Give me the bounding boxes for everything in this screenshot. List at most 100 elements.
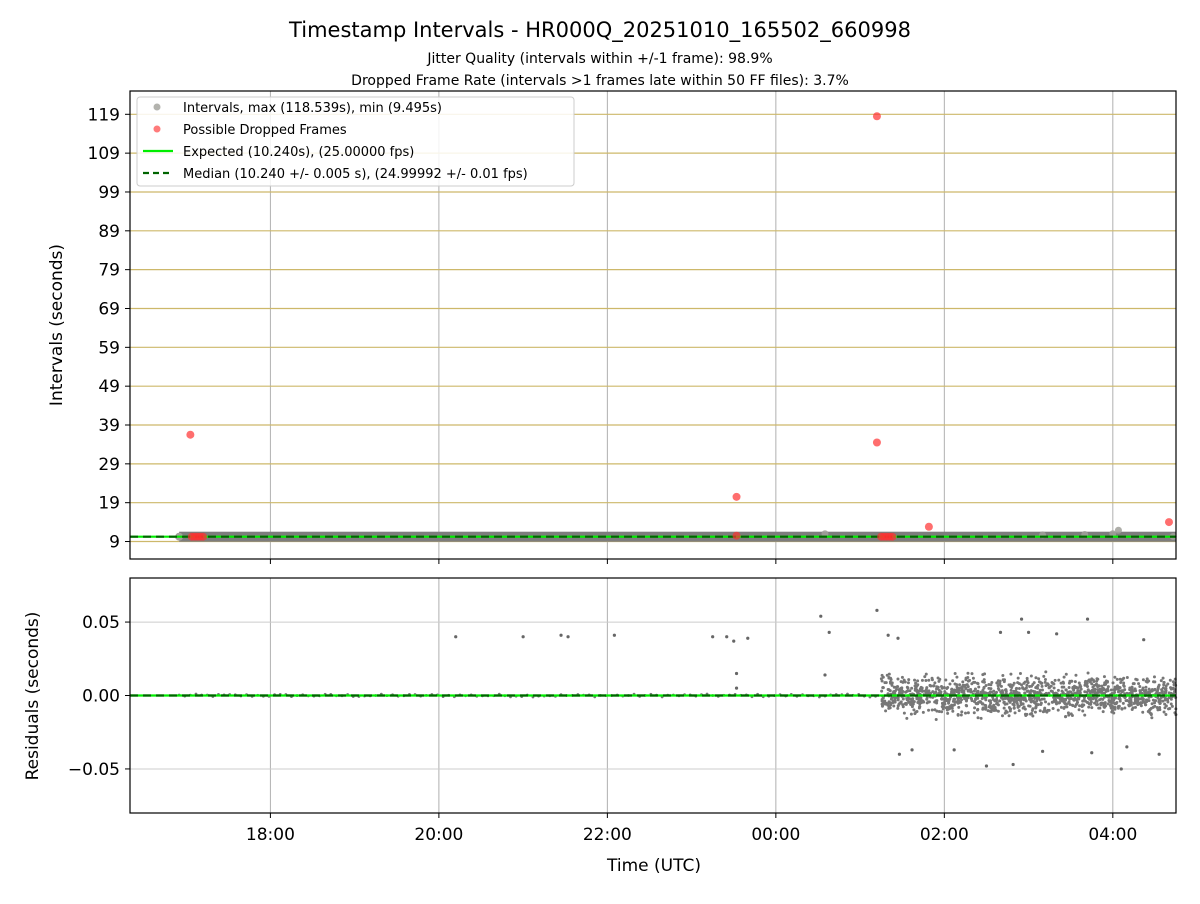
- residual-point: [900, 675, 904, 679]
- residual-point: [940, 697, 944, 701]
- residual-point: [1078, 691, 1082, 695]
- residual-point: [957, 705, 961, 709]
- residual-point: [881, 696, 885, 700]
- residual-point: [1055, 632, 1059, 636]
- residual-point: [1095, 677, 1099, 681]
- residual-point: [927, 708, 931, 712]
- residual-point: [1095, 679, 1099, 683]
- dropped-frame-point: [924, 522, 933, 531]
- interval-point: [821, 530, 829, 538]
- residual-point: [973, 706, 977, 710]
- residual-point: [936, 676, 940, 680]
- residual-point: [908, 689, 912, 693]
- residual-point: [1169, 687, 1173, 691]
- residual-point: [1130, 685, 1134, 689]
- residual-point: [1053, 699, 1057, 703]
- residual-point: [927, 689, 931, 693]
- residual-point: [912, 708, 916, 712]
- residual-point: [919, 696, 923, 700]
- residual-point: [914, 681, 918, 685]
- residual-point: [969, 696, 973, 700]
- residual-point: [984, 703, 988, 707]
- residual-point: [1064, 715, 1068, 719]
- residual-point: [923, 689, 927, 693]
- residual-point: [1090, 751, 1094, 755]
- residual-point: [1040, 684, 1044, 688]
- residual-point: [1170, 704, 1174, 708]
- residual-point: [924, 678, 928, 682]
- residual-point: [982, 678, 986, 682]
- residual-point: [1036, 683, 1040, 687]
- residual-point: [1057, 678, 1061, 682]
- residual-point: [1155, 705, 1159, 709]
- residual-point: [953, 672, 957, 676]
- residuals-frame: [129, 577, 1177, 814]
- residual-point: [907, 678, 911, 682]
- residual-point: [1099, 702, 1103, 706]
- residual-point: [970, 690, 974, 694]
- residual-point: [972, 680, 976, 684]
- residual-point: [1012, 703, 1016, 707]
- residual-point: [910, 748, 914, 752]
- residual-point: [1026, 689, 1030, 693]
- residual-point: [959, 713, 963, 717]
- residual-point: [1107, 698, 1111, 702]
- dropped-frame-point: [888, 532, 897, 541]
- residual-point: [933, 708, 937, 712]
- residual-point: [1079, 687, 1083, 691]
- residual-point: [1162, 710, 1166, 714]
- residual-point: [1044, 700, 1048, 704]
- residual-point: [971, 676, 975, 680]
- residual-point: [1135, 678, 1139, 682]
- residual-point: [1139, 704, 1143, 708]
- residual-point: [941, 702, 945, 706]
- residual-point: [1077, 708, 1081, 712]
- residual-point: [1115, 687, 1119, 691]
- residual-point: [1114, 702, 1118, 706]
- residual-point: [1086, 671, 1090, 675]
- residual-point: [995, 697, 999, 701]
- residual-point: [942, 685, 946, 689]
- residual-point: [1057, 701, 1061, 705]
- residual-point: [1007, 705, 1011, 709]
- residual-point: [1062, 675, 1066, 679]
- xtick-label: 04:00: [1088, 825, 1137, 845]
- residual-point: [886, 702, 890, 706]
- ytick-label: 59: [98, 338, 120, 358]
- residual-point: [920, 699, 924, 703]
- residual-point: [1094, 697, 1098, 701]
- residual-point: [884, 681, 888, 685]
- residual-point: [930, 708, 934, 712]
- residual-point: [1141, 710, 1145, 714]
- residual-point: [1149, 712, 1153, 716]
- residual-point: [1100, 684, 1104, 688]
- residual-point: [1096, 688, 1100, 692]
- ytick-label: 89: [98, 222, 120, 242]
- residual-point: [1111, 681, 1115, 685]
- residual-point: [1043, 706, 1047, 710]
- residual-point: [944, 678, 948, 682]
- residual-point: [1069, 712, 1073, 716]
- residual-point: [1002, 706, 1006, 710]
- residual-point: [1123, 688, 1127, 692]
- residual-point: [1087, 696, 1091, 700]
- residual-point: [989, 710, 993, 714]
- residual-point: [1031, 714, 1035, 718]
- residual-point: [1152, 675, 1156, 679]
- residual-point: [1019, 702, 1023, 706]
- residual-point: [1089, 679, 1093, 683]
- residual-point: [1105, 680, 1109, 684]
- residual-point: [1137, 702, 1141, 706]
- residual-point: [913, 678, 917, 682]
- residual-point: [1019, 617, 1024, 621]
- residual-point: [1060, 689, 1064, 693]
- residual-point: [1093, 691, 1097, 695]
- residual-point: [1054, 702, 1058, 706]
- residual-point: [966, 676, 970, 680]
- residual-point: [1125, 745, 1129, 749]
- residual-point: [960, 710, 964, 714]
- residual-point: [895, 687, 899, 691]
- residual-point: [998, 681, 1002, 685]
- residual-point: [1015, 686, 1019, 690]
